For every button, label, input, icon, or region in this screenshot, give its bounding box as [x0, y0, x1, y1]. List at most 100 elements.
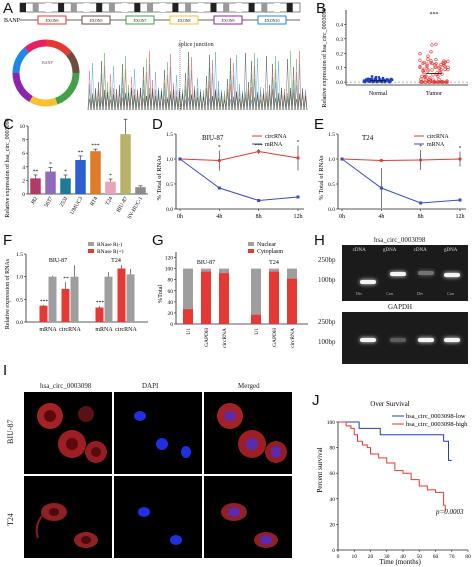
- exon-label: EXON6: [45, 18, 58, 23]
- ideogram-band: [147, 3, 153, 12]
- ideogram-band: [286, 3, 293, 12]
- b-scatter-point: [377, 76, 381, 79]
- b-scatter-point: [434, 65, 438, 69]
- ideogram-band: [121, 3, 128, 12]
- f-x-tick-label: circRNA: [115, 327, 137, 333]
- c-x-tick-label: BIU-87: [116, 196, 130, 214]
- panel-e-chart: % Total of RNAs T24 0.0 0.5 1.0 1.5 0h 4h 8h 12…: [318, 132, 466, 220]
- c-x-tick-label: T24: [105, 196, 115, 207]
- f-group-label: BIU-87: [49, 258, 67, 264]
- ideogram-band: [58, 3, 65, 12]
- if-image-fish-biu87: [24, 392, 112, 474]
- panel-label-e: E: [314, 116, 325, 133]
- g-bar-cytoplasm: [251, 314, 261, 324]
- d-point: [217, 186, 221, 190]
- ideogram-band: [83, 3, 90, 12]
- c-y-tick-label: 2: [22, 178, 25, 184]
- j-x-tick-label: 30: [384, 554, 390, 560]
- if-row-label-t24: T24: [6, 513, 15, 526]
- b-scatter-point: [437, 80, 441, 84]
- c-y-tick-label: 10: [20, 124, 26, 130]
- d-point: [217, 158, 221, 163]
- b-scatter-point: [368, 77, 372, 81]
- b-scatter-point: [439, 62, 443, 67]
- e-point: [419, 158, 423, 162]
- e-y-tick-label: 0.5: [328, 182, 335, 188]
- circrna-arc: [45, 39, 72, 57]
- gel-lane-label: cDNA: [413, 248, 427, 253]
- panel-label-h: H: [314, 232, 325, 249]
- b-scatter-point: [422, 60, 426, 64]
- panel-d-chart: % Total of RNAs BIU-87 0.0 0.5 1.0 1.5 0h 4h 8…: [156, 132, 304, 220]
- d-y-tick-label: 0.5: [166, 182, 173, 188]
- d-y-axis-label: % Total of RNAs: [156, 155, 163, 201]
- f-bar: [117, 268, 126, 322]
- b-scatter-point: [426, 54, 430, 58]
- ideogram-band: [248, 3, 255, 12]
- d-y-tick-label: 0.0: [166, 207, 173, 213]
- b-scatter-point: [429, 59, 433, 63]
- splice-junction-label: splice junction: [178, 42, 213, 48]
- c-bar: [60, 178, 71, 194]
- gel-bottom: [342, 312, 468, 364]
- circ-label: BANP: [42, 60, 53, 65]
- gel-lane-sub: Con: [386, 291, 393, 296]
- gel-lane-label: cDNA: [352, 248, 366, 253]
- b-scatter-point: [434, 42, 438, 46]
- f-legend-label: RNase R(+): [97, 248, 124, 255]
- e-series-line: [341, 158, 461, 162]
- c-significance: **: [78, 150, 84, 156]
- b-scatter-point: [423, 75, 427, 79]
- c-significance: *: [109, 173, 112, 179]
- g-bar-nuclear: [269, 268, 279, 272]
- b-scatter-point: [363, 80, 367, 84]
- b-scatter-point: [381, 76, 385, 80]
- ideogram-band: [185, 3, 192, 12]
- b-scatter-point: [439, 67, 443, 72]
- g-legend-swatch: [248, 242, 254, 246]
- b-scatter-point: [384, 79, 388, 83]
- j-y-tick-label: 100: [327, 420, 336, 426]
- ideogram-band: [159, 3, 166, 12]
- b-y-tick-label: 0.3: [336, 37, 343, 43]
- panel-i-if-grid: hsa_circ_0003098 DAPI Merged BIU-87 T24: [0, 374, 312, 567]
- j-title: Over Survival: [370, 400, 410, 408]
- c-x-tick-label: RT4: [89, 196, 99, 207]
- f-significance: ***: [40, 299, 49, 305]
- c-bar: [105, 181, 116, 194]
- f-y-tick-label: 1.5: [16, 252, 23, 258]
- d-series-line: [179, 150, 299, 162]
- g-x-tick-label: circRNA: [222, 328, 228, 348]
- marker-100-top: 100bp: [318, 276, 336, 284]
- panel-c-chart: Relative expression of hsa_circ_0003098 …: [4, 116, 148, 220]
- f-x-tick-label: mRNA: [95, 327, 113, 333]
- panel-label-c: C: [3, 116, 14, 133]
- g-y-tick-label: 80: [168, 278, 174, 284]
- g-legend-label: Nuclear: [257, 242, 276, 248]
- c-y-axis-label: Relative expression of hsa_circ_0003098: [4, 118, 11, 217]
- b-scatter-point: [428, 76, 432, 80]
- j-x-tick-label: 50: [417, 554, 423, 560]
- g-y-tick-label: 100: [165, 267, 174, 273]
- d-significance: ***: [255, 143, 264, 149]
- g-legend-label: Cytoplasm: [257, 249, 283, 255]
- b-scatter-point: [430, 68, 434, 72]
- b-scatter-point: [430, 43, 434, 47]
- c-y-tick-label: 4: [22, 165, 25, 171]
- b-scatter-point: [370, 75, 374, 78]
- d-x-tick-label: 0h: [177, 214, 183, 220]
- if-col-title-merged: Merged: [238, 382, 260, 390]
- j-x-tick-label: 20: [368, 554, 374, 560]
- e-point: [458, 198, 462, 202]
- ideogram-band: [134, 3, 141, 12]
- gel-bottom-title: GAPDH: [388, 303, 413, 311]
- g-y-tick-label: 20: [168, 311, 174, 317]
- b-scatter-point: [385, 78, 389, 81]
- f-bar: [39, 305, 48, 322]
- c-bar: [45, 171, 56, 194]
- b-scatter-point: [426, 57, 430, 61]
- g-legend-swatch: [248, 249, 254, 253]
- b-scatter-point: [443, 60, 447, 64]
- c-x-tick-label: SV-HUC-1: [127, 196, 145, 220]
- if-image-dapi-t24: [114, 476, 202, 558]
